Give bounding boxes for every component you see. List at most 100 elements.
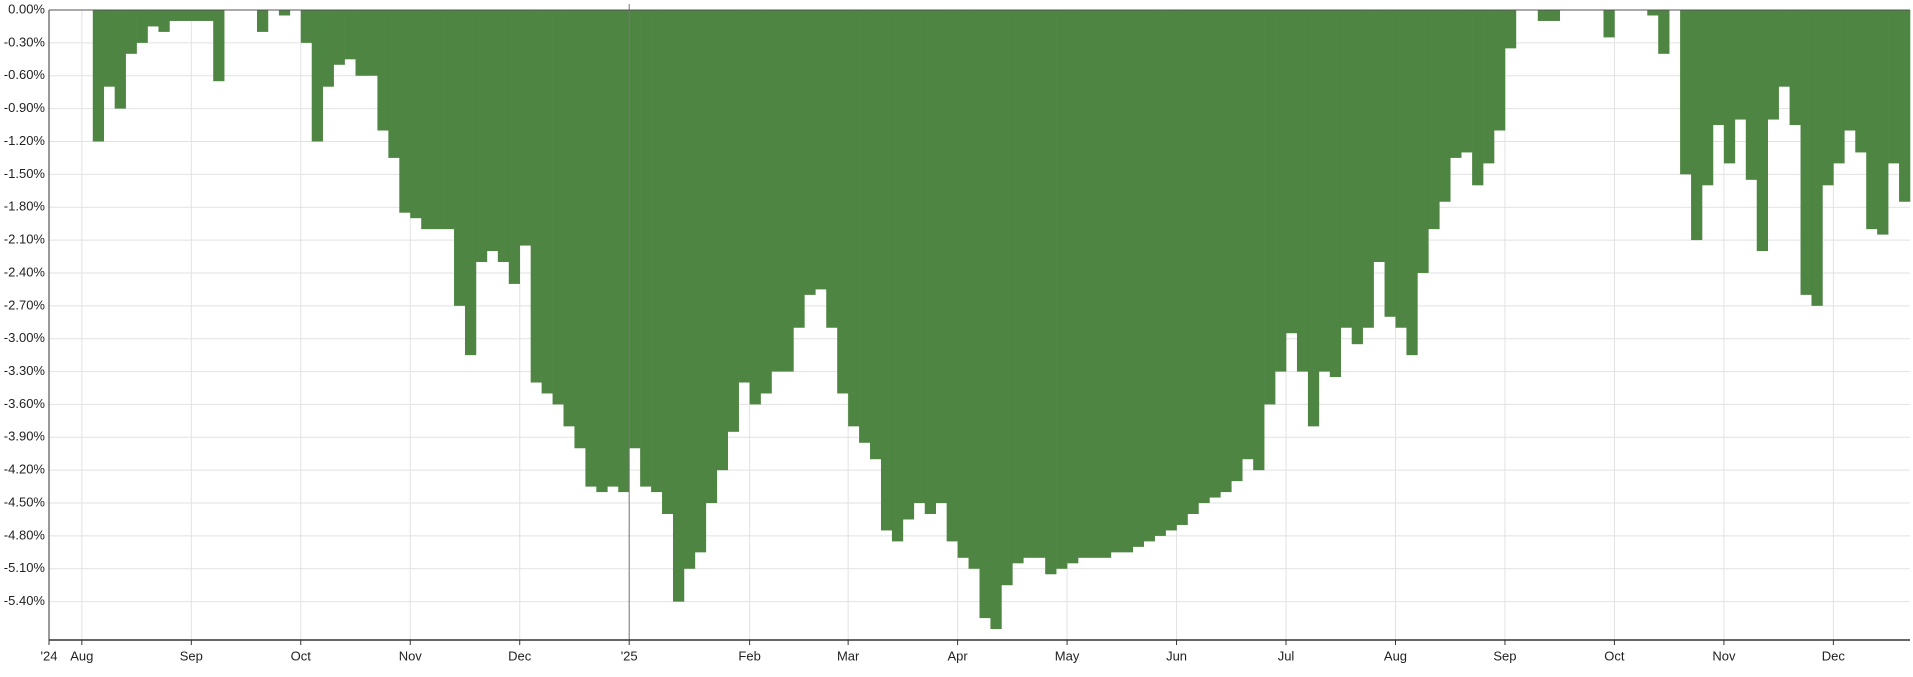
bar	[990, 10, 1002, 630]
bar	[322, 10, 334, 87]
bar	[793, 10, 805, 328]
bar	[1680, 10, 1692, 175]
bar	[1296, 10, 1309, 372]
bar	[705, 10, 718, 504]
bar	[377, 10, 389, 131]
y-tick-label: -4.20%	[4, 462, 46, 477]
bar	[410, 10, 422, 219]
bar	[1428, 10, 1440, 230]
x-tick-label: Oct	[1604, 648, 1625, 663]
bar	[662, 10, 674, 514]
bar	[1877, 10, 1889, 235]
bar	[1647, 10, 1659, 16]
bar	[1088, 10, 1101, 558]
bar	[1286, 10, 1298, 334]
bar	[399, 10, 411, 213]
bar	[585, 10, 597, 487]
x-tick-label: Jul	[1278, 648, 1295, 663]
bar	[935, 10, 947, 504]
x-tick-label: Nov	[1712, 648, 1736, 663]
x-tick-label: Dec	[508, 648, 532, 663]
bar	[1822, 10, 1834, 186]
bar	[1745, 10, 1758, 180]
bar	[1176, 10, 1188, 525]
bar	[1056, 10, 1068, 569]
bar	[1045, 10, 1057, 575]
bar	[1154, 10, 1166, 536]
bar	[158, 10, 170, 32]
bar	[1132, 10, 1145, 547]
bar	[278, 10, 291, 16]
bar	[530, 10, 542, 383]
bar	[1384, 10, 1396, 317]
bar	[1253, 10, 1265, 471]
bar	[1778, 10, 1790, 87]
bar	[180, 10, 192, 21]
x-tick-label: Aug	[70, 648, 93, 663]
bar	[1318, 10, 1331, 372]
bar	[1209, 10, 1221, 498]
bar	[1734, 10, 1747, 120]
bar	[968, 10, 980, 569]
bar	[519, 10, 531, 246]
bar	[1723, 10, 1736, 164]
bar	[1767, 10, 1779, 120]
bar	[464, 10, 477, 356]
bar	[1110, 10, 1123, 553]
x-tick-label: Feb	[738, 648, 760, 663]
x-tick-label: Oct	[291, 648, 312, 663]
bar	[541, 10, 553, 394]
bar	[1242, 10, 1254, 460]
y-tick-label: -3.60%	[4, 396, 46, 411]
bar	[1603, 10, 1615, 38]
bar	[432, 10, 444, 230]
bar	[1483, 10, 1495, 164]
bar	[1537, 10, 1550, 21]
bar	[1275, 10, 1287, 372]
bar	[1034, 10, 1046, 558]
bar	[1450, 10, 1462, 158]
bar	[891, 10, 904, 542]
y-tick-label: -4.80%	[4, 527, 46, 542]
bar	[859, 10, 871, 443]
y-tick-label: -2.70%	[4, 297, 46, 312]
x-tick-label: May	[1055, 648, 1080, 663]
bar	[607, 10, 619, 487]
bar	[629, 10, 641, 449]
x-tick-label: Dec	[1822, 648, 1846, 663]
bar	[103, 10, 115, 87]
y-tick-label: -1.80%	[4, 199, 46, 214]
bar	[957, 10, 969, 558]
bar	[486, 10, 499, 252]
bar	[355, 10, 367, 76]
bar	[1712, 10, 1725, 126]
y-tick-label: -1.20%	[4, 133, 46, 148]
bar	[388, 10, 400, 158]
bar	[913, 10, 926, 504]
bar	[202, 10, 214, 21]
x-tick-label: '24	[41, 648, 58, 663]
bar	[749, 10, 761, 405]
bar	[946, 10, 958, 542]
bar	[1756, 10, 1768, 252]
bar	[1078, 10, 1090, 558]
x-tick-label: '25	[621, 648, 638, 663]
bar	[344, 10, 356, 60]
bar	[256, 10, 269, 32]
bar	[454, 10, 466, 306]
bar	[1307, 10, 1320, 427]
bar	[1351, 10, 1363, 345]
bar	[1800, 10, 1812, 295]
bar	[1187, 10, 1199, 514]
y-tick-label: -0.30%	[4, 34, 46, 49]
y-tick-label: -4.50%	[4, 494, 46, 509]
bar	[837, 10, 849, 394]
bar	[1406, 10, 1418, 356]
x-tick-label: Sep	[1493, 648, 1516, 663]
bar	[826, 10, 838, 328]
bar	[1833, 10, 1845, 164]
bar	[1340, 10, 1352, 328]
bar	[574, 10, 586, 449]
y-tick-label: -3.90%	[4, 429, 46, 444]
y-tick-label: -3.00%	[4, 330, 46, 345]
